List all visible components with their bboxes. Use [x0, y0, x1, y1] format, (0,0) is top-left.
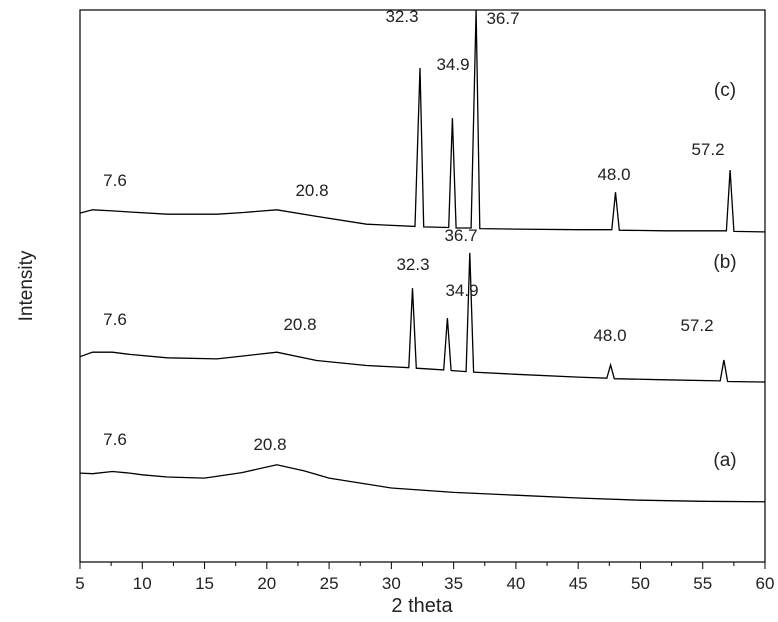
- x-tick-label: 10: [133, 574, 152, 593]
- peak-label: 7.6: [103, 430, 127, 449]
- peak-label: 20.8: [253, 435, 286, 454]
- peak-label: 20.8: [295, 181, 328, 200]
- x-tick-label: 60: [756, 574, 775, 593]
- peak-label: 20.8: [283, 315, 316, 334]
- series-label: (b): [713, 252, 736, 273]
- peak-label: 36.7: [486, 9, 519, 28]
- x-tick-label: 40: [506, 574, 525, 593]
- peak-label: 32.3: [396, 255, 429, 274]
- x-tick-label: 50: [631, 574, 650, 593]
- x-tick-label: 15: [195, 574, 214, 593]
- peak-label: 36.7: [444, 226, 477, 245]
- x-tick-label: 5: [75, 574, 84, 593]
- x-tick-label: 35: [444, 574, 463, 593]
- peak-label: 57.2: [680, 316, 713, 335]
- y-axis-label: Intensity: [16, 250, 37, 321]
- peak-label: 48.0: [593, 326, 626, 345]
- xrd-trace: [80, 465, 765, 502]
- x-axis-label: 2 theta: [391, 595, 453, 617]
- peak-label: 7.6: [103, 171, 127, 190]
- x-tick-label: 20: [257, 574, 276, 593]
- x-tick-label: 25: [320, 574, 339, 593]
- xrd-trace: [80, 10, 765, 232]
- peak-label: 48.0: [597, 165, 630, 184]
- series-label: (a): [713, 450, 736, 471]
- peak-label: 7.6: [103, 310, 127, 329]
- x-tick-label: 45: [569, 574, 588, 593]
- plot-frame: [80, 10, 765, 562]
- peak-label: 34.9: [436, 55, 469, 74]
- peak-label: 57.2: [691, 140, 724, 159]
- x-tick-label: 55: [693, 574, 712, 593]
- peak-label: 34.9: [445, 281, 478, 300]
- chart: 2 theta Intensity 5 10 15 20 25 30 35 40 45 50 55 6…: [0, 0, 778, 617]
- peak-label: 32.3: [385, 7, 418, 26]
- x-tick-label: 30: [382, 574, 401, 593]
- series-label: (c): [714, 80, 736, 101]
